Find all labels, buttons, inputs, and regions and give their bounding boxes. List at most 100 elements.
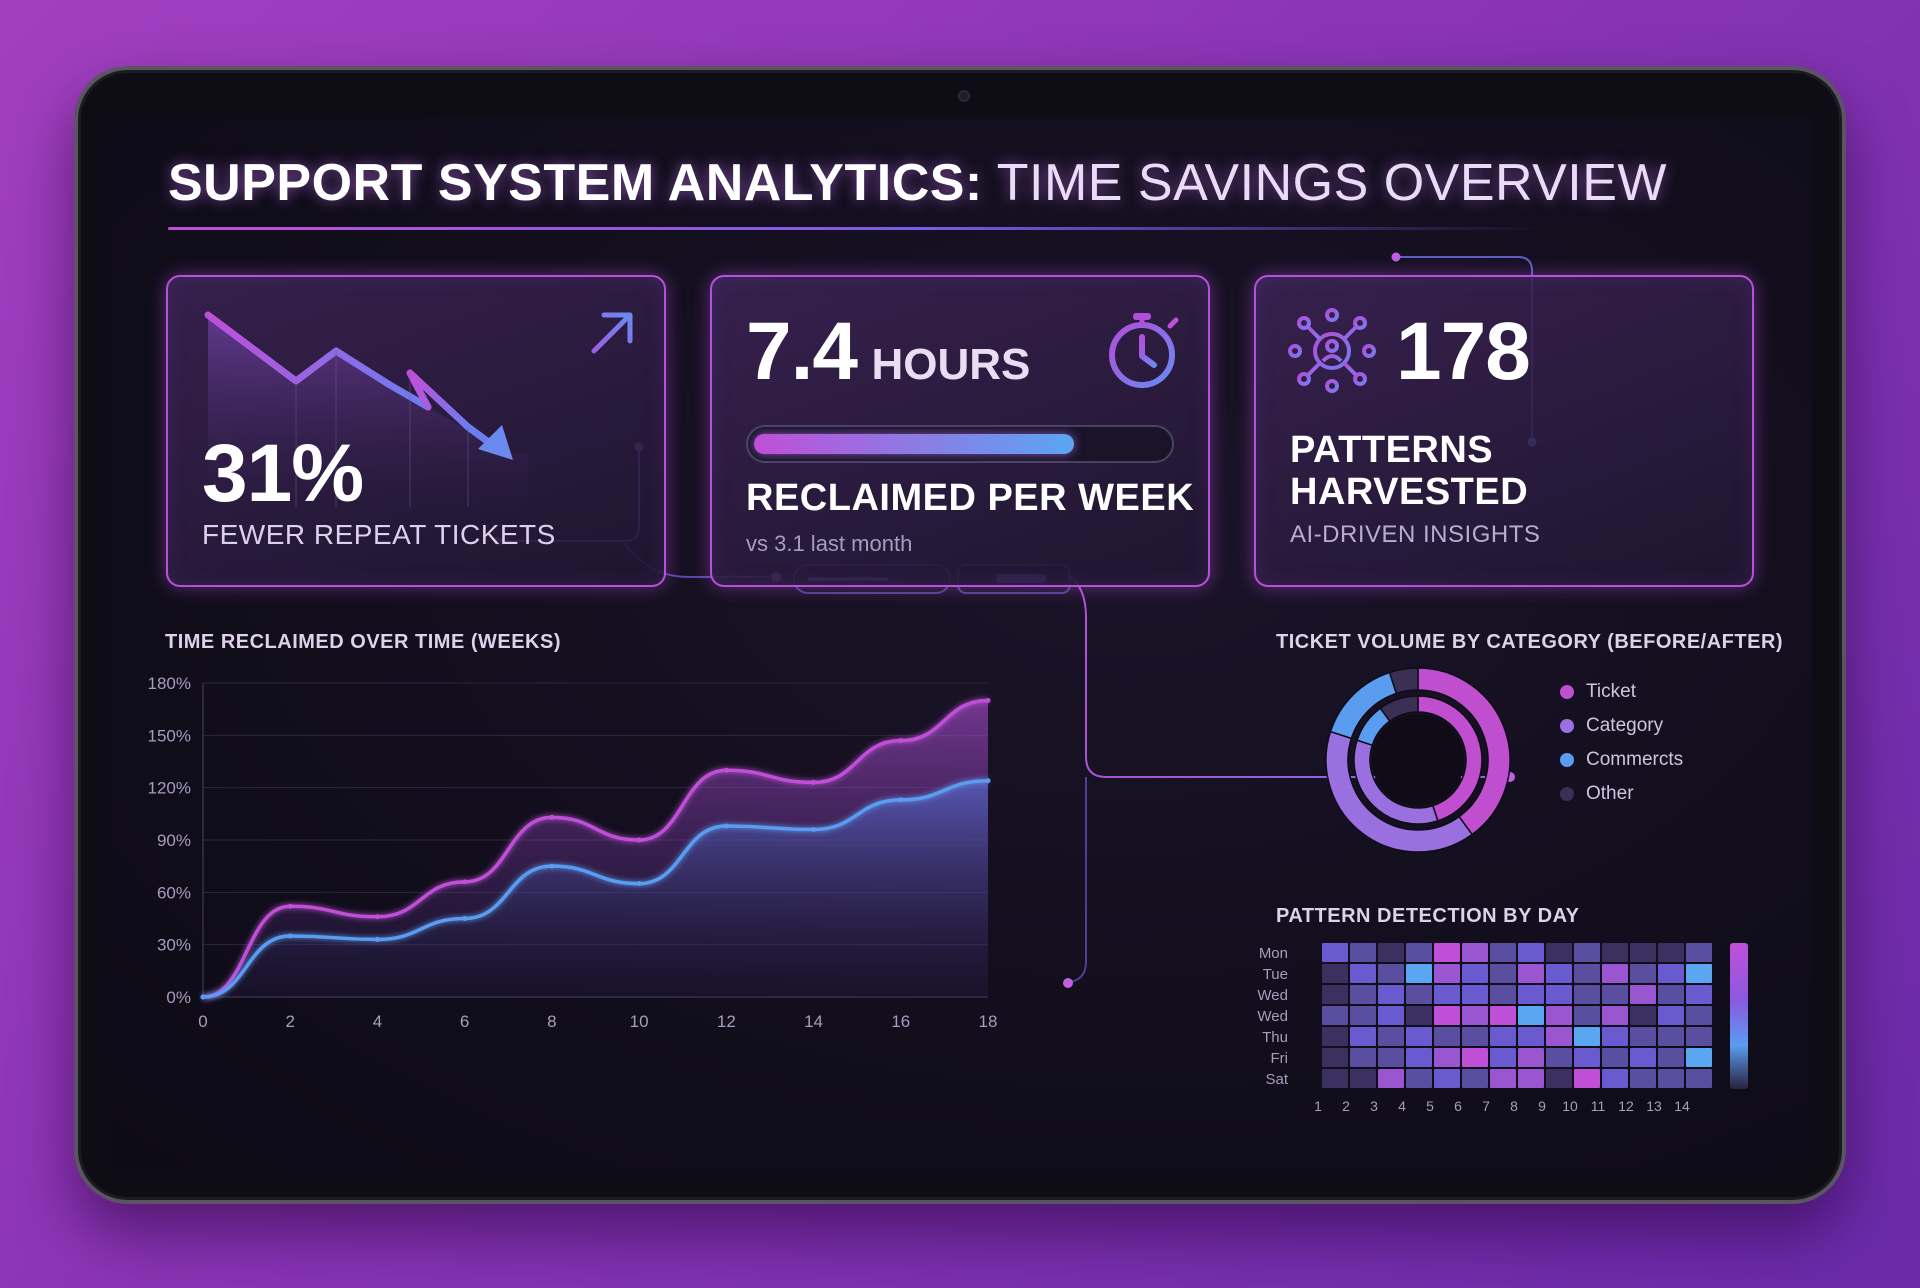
heatmap-cell: [1686, 1069, 1712, 1088]
heatmap-cell: [1350, 1006, 1376, 1025]
card-patterns-harvested: 178 PATTERNS HARVESTED AI-DRIVEN INSIGHT…: [1254, 275, 1754, 587]
heatmap-col-label: 14: [1674, 1098, 1690, 1114]
heatmap-cell: [1546, 1006, 1572, 1025]
donut-chart: [1325, 667, 1511, 853]
heatmap-cell: [1518, 1069, 1544, 1088]
repeat-tickets-label: FEWER REPEAT TICKETS: [202, 519, 556, 550]
heatmap-cell: [1462, 1048, 1488, 1067]
heatmap-cell: [1658, 943, 1684, 962]
heatmap-cell: [1350, 1027, 1376, 1046]
heatmap-col-label: 4: [1398, 1098, 1406, 1114]
heatmap-grid: [1322, 943, 1712, 1088]
stopwatch-icon: [1109, 313, 1179, 388]
heatmap-cell: [1434, 1069, 1460, 1088]
heatmap-cell: [1490, 1027, 1516, 1046]
heatmap-cell: [1490, 1069, 1516, 1088]
patterns-label: PATTERNS HARVESTED: [1290, 429, 1528, 513]
heatmap-cell: [1322, 964, 1348, 983]
y-tick-label: 150%: [148, 726, 191, 745]
heatmap-cell: [1350, 1069, 1376, 1088]
heatmap-cell: [1546, 1027, 1572, 1046]
heatmap-cell: [1602, 1069, 1628, 1088]
heatmap-cell: [1434, 1006, 1460, 1025]
heatmap-cell: [1490, 1006, 1516, 1025]
heatmap-cell: [1686, 1048, 1712, 1067]
card-repeat-tickets: 31% FEWER REPEAT TICKETS: [166, 275, 666, 587]
heatmap-cell: [1434, 1048, 1460, 1067]
heatmap-cell: [1630, 1069, 1656, 1088]
y-tick-label: 120%: [148, 779, 191, 798]
data-point: [374, 914, 380, 920]
patterns-sub: AI-DRIVEN INSIGHTS: [1290, 521, 1541, 548]
heatmap-cell: [1350, 1048, 1376, 1067]
series-line-2: [202, 778, 989, 999]
heatmap-cell: [1406, 1048, 1432, 1067]
heatmap-cell: [1518, 964, 1544, 983]
data-point: [549, 814, 555, 820]
heatmap-col-label: 13: [1646, 1098, 1662, 1114]
y-tick-label: 0%: [166, 988, 191, 1007]
series-area-2: [203, 780, 988, 997]
heatmap-cell: [1602, 1027, 1628, 1046]
heatmap-cell: [1546, 985, 1572, 1004]
heatmap-cell: [1378, 1006, 1404, 1025]
heatmap-col-label: 11: [1590, 1098, 1606, 1114]
data-point: [985, 778, 991, 784]
data-point: [549, 863, 555, 869]
x-tick-label: 4: [373, 1012, 382, 1031]
heatmap-cell: [1630, 964, 1656, 983]
patterns-label-line1: PATTERNS: [1290, 429, 1494, 471]
legend-label-category: Category: [1586, 715, 1664, 736]
heatmap-col-label: 1: [1314, 1098, 1322, 1114]
y-tick-label: 60%: [157, 883, 191, 902]
heatmap-col-label: 5: [1426, 1098, 1434, 1114]
heatmap-row-label: Tue: [1262, 966, 1288, 983]
data-point: [985, 697, 991, 703]
legend-item-commercts: Commercts: [1560, 749, 1683, 771]
heatmap-cell: [1574, 1048, 1600, 1067]
donut-chart-title: TICKET VOLUME BY CATEGORY (BEFORE/AFTER): [1276, 631, 1784, 653]
data-point: [636, 881, 642, 887]
heatmap-cell: [1546, 964, 1572, 983]
heatmap-cell: [1630, 1048, 1656, 1067]
heatmap-cell: [1658, 964, 1684, 983]
y-tick-label: 180%: [148, 674, 191, 693]
heatmap-cell: [1518, 985, 1544, 1004]
heatmap-cell: [1350, 964, 1376, 983]
heatmap-cell: [1546, 1048, 1572, 1067]
data-point: [723, 767, 729, 773]
heatmap-cell: [1574, 1006, 1600, 1025]
heatmap-cell: [1406, 943, 1432, 962]
heatmap-row-label: Fri: [1270, 1050, 1289, 1067]
heatmap-cell: [1378, 943, 1404, 962]
trend-arrow-icon: [591, 312, 633, 354]
legend-dot-ticket: [1560, 685, 1574, 699]
heatmap-row-label: Wed: [1257, 1008, 1288, 1025]
donut-legend: Ticket Category Commercts Other: [1560, 681, 1683, 817]
hours-comparison: vs 3.1 last month: [746, 531, 913, 556]
heatmap-cell: [1518, 1048, 1544, 1067]
heatmap-cell: [1574, 964, 1600, 983]
x-tick-label: 14: [804, 1012, 823, 1031]
legend-dot-other: [1560, 787, 1574, 801]
heatmap-cell: [1322, 1006, 1348, 1025]
heatmap-cell: [1686, 985, 1712, 1004]
x-tick-label: 2: [285, 1012, 294, 1031]
dashboard-screen: SUPPORT SYSTEM ANALYTICS: TIME SAVINGS O…: [108, 117, 1812, 1171]
heatmap-cell: [1490, 964, 1516, 983]
x-tick-label: 18: [979, 1012, 998, 1031]
heatmap-col-label: 10: [1562, 1098, 1578, 1114]
heatmap-cell: [1574, 1027, 1600, 1046]
heatmap-cell: [1350, 985, 1376, 1004]
heatmap-cell: [1602, 985, 1628, 1004]
data-point: [811, 779, 817, 785]
heatmap-cell: [1546, 943, 1572, 962]
heatmap-cell: [1378, 1048, 1404, 1067]
data-point: [723, 823, 729, 829]
heatmap-cell: [1630, 1027, 1656, 1046]
heatmap-cell: [1406, 985, 1432, 1004]
heatmap-cell: [1630, 943, 1656, 962]
heatmap-cell: [1378, 985, 1404, 1004]
data-point: [374, 936, 380, 942]
x-tick-label: 8: [547, 1012, 556, 1031]
